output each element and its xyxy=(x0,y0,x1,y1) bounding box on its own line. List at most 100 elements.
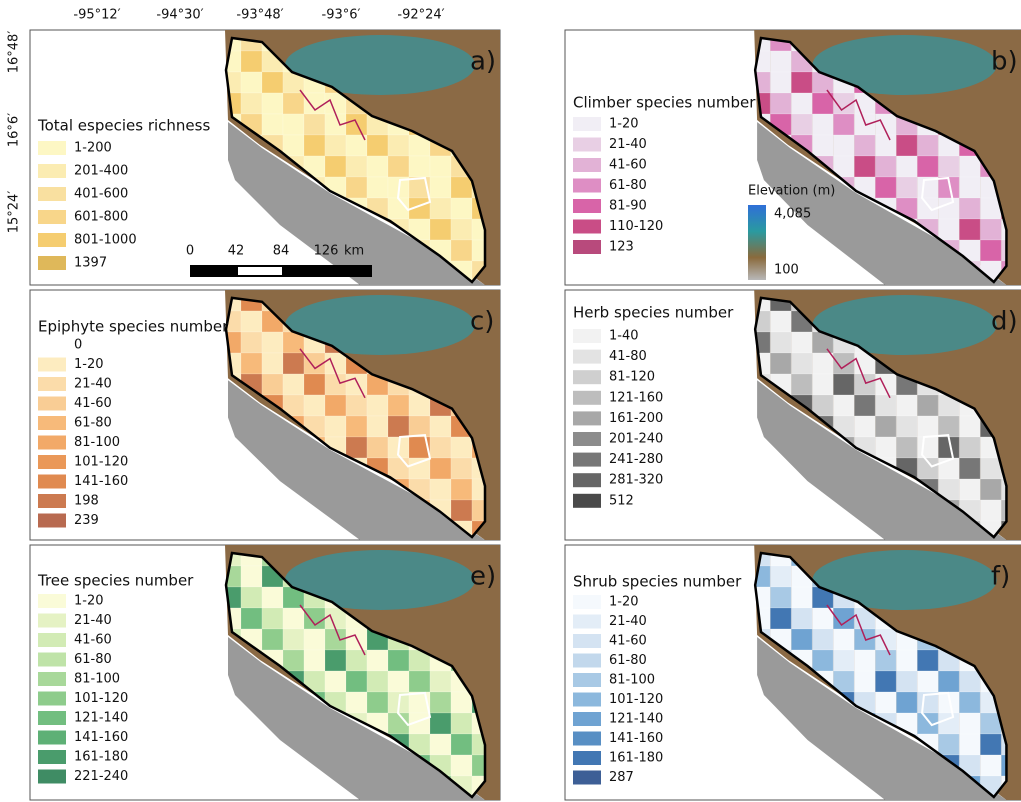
legend-label: 198 xyxy=(74,494,99,509)
legend-swatch xyxy=(38,633,66,647)
grid-cell xyxy=(938,198,959,219)
grid-cell xyxy=(346,395,367,416)
grid-cell xyxy=(959,692,980,713)
legend-label: 121-140 xyxy=(74,711,128,726)
legend-swatch xyxy=(38,187,66,201)
legend-label: 121-140 xyxy=(609,712,663,727)
legend-label: 41-60 xyxy=(74,396,112,411)
grid-cell xyxy=(833,114,854,135)
grid-cell xyxy=(980,458,1001,479)
grid-cell xyxy=(241,608,262,629)
grid-cell xyxy=(854,395,875,416)
grid-cell xyxy=(451,692,472,713)
grid-cell xyxy=(388,135,409,156)
grid-cell xyxy=(451,458,472,479)
legend-label: 512 xyxy=(609,493,634,508)
grid-cell xyxy=(896,177,917,198)
grid-cell xyxy=(959,458,980,479)
legend-swatch xyxy=(38,397,66,411)
legend-swatch xyxy=(38,455,66,469)
grid-cell xyxy=(980,240,1001,261)
map-panel: f)Shrub species number1-2021-4041-6061-8… xyxy=(565,545,1021,800)
grid-cell xyxy=(388,416,409,437)
map-panel: d)Herb species number1-4041-8081-120121-… xyxy=(565,290,1021,542)
grid-cell xyxy=(833,629,854,650)
grid-cell xyxy=(325,671,346,692)
grid-cell xyxy=(367,671,388,692)
legend-label: 21-40 xyxy=(74,613,112,628)
grid-cell xyxy=(304,135,325,156)
grid-cell xyxy=(791,629,812,650)
longitude-label: -95°12′ xyxy=(73,8,120,23)
grid-cell xyxy=(451,500,472,521)
grid-cell xyxy=(959,177,980,198)
legend-swatch xyxy=(573,732,601,746)
grid-cell xyxy=(896,395,917,416)
grid-cell xyxy=(917,395,938,416)
grid-cell xyxy=(367,416,388,437)
panel-letter: a) xyxy=(470,47,496,77)
grid-cell xyxy=(241,332,262,353)
legend-swatch xyxy=(573,411,601,425)
grid-cell xyxy=(241,93,262,114)
longitude-label: -93°6′ xyxy=(322,8,361,23)
grid-cell xyxy=(812,650,833,671)
grid-cell xyxy=(833,395,854,416)
legend-label: 110-120 xyxy=(609,219,663,234)
legend-label: 81-100 xyxy=(74,672,120,687)
legend-label: 101-120 xyxy=(74,455,128,470)
legend-swatch xyxy=(573,751,601,765)
legend-label: 241-280 xyxy=(609,452,663,467)
grid-cell xyxy=(770,72,791,93)
legend-swatch xyxy=(38,514,66,528)
grid-cell xyxy=(896,135,917,156)
grid-cell xyxy=(304,374,325,395)
grid-cell xyxy=(770,311,791,332)
legend-label: 281-320 xyxy=(609,473,663,488)
grid-cell xyxy=(451,219,472,240)
legend-swatch xyxy=(38,164,66,178)
legend-swatch xyxy=(573,615,601,629)
grid-cell xyxy=(875,177,896,198)
grid-cell xyxy=(917,671,938,692)
grid-cell xyxy=(388,671,409,692)
grid-cell xyxy=(980,755,1001,776)
legend-label: 201-240 xyxy=(609,432,663,447)
elevation-ramp xyxy=(748,205,766,280)
grid-cell xyxy=(262,114,283,135)
grid-cell xyxy=(770,332,791,353)
grid-cell xyxy=(325,395,346,416)
grid-cell xyxy=(367,395,388,416)
grid-cell xyxy=(430,458,451,479)
legend-swatch xyxy=(38,594,66,608)
grid-cell xyxy=(938,713,959,734)
legend-swatch xyxy=(573,158,601,172)
legend-swatch xyxy=(573,473,601,487)
grid-cell xyxy=(367,177,388,198)
grid-cell xyxy=(833,353,854,374)
grid-cell xyxy=(430,177,451,198)
legend-swatch xyxy=(38,770,66,784)
grid-cell xyxy=(304,650,325,671)
longitude-label: -92°24′ xyxy=(397,8,444,23)
legend-label: 81-90 xyxy=(609,199,647,214)
latitude-label: 16°6′ xyxy=(7,113,22,147)
grid-cell xyxy=(367,156,388,177)
grid-cell xyxy=(791,93,812,114)
legend-label: 161-180 xyxy=(609,751,663,766)
legend-label: 1-20 xyxy=(74,357,104,372)
legend-swatch xyxy=(38,233,66,247)
legend-label: 21-40 xyxy=(609,614,647,629)
scale-label: 0 xyxy=(186,244,194,259)
legend-swatch xyxy=(38,711,66,725)
legend-swatch xyxy=(573,117,601,131)
grid-cell xyxy=(959,198,980,219)
elevation-title: Elevation (m) xyxy=(748,184,835,199)
grid-cell xyxy=(896,671,917,692)
grid-cell xyxy=(367,135,388,156)
legend-label: 1397 xyxy=(74,256,107,271)
grid-cell xyxy=(367,437,388,458)
grid-cell xyxy=(896,650,917,671)
grid-cell xyxy=(938,734,959,755)
grid-cell xyxy=(451,734,472,755)
